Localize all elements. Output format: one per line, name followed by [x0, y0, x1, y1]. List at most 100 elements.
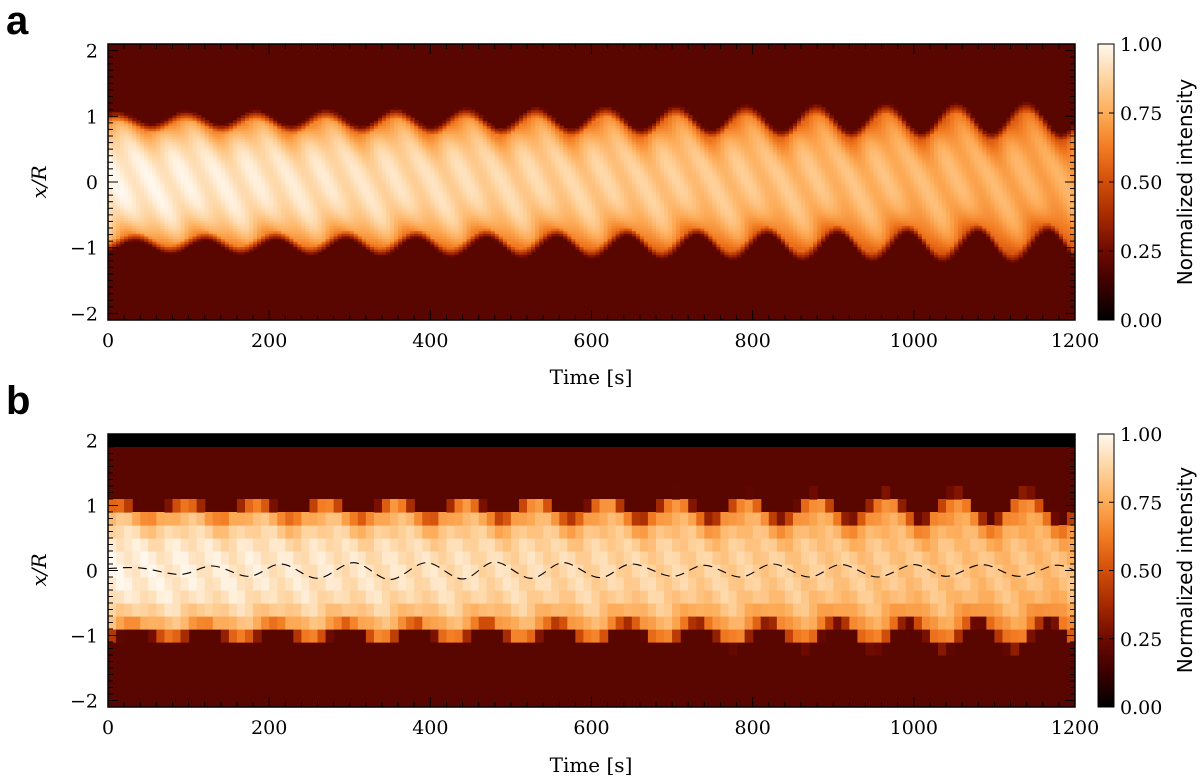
heatmap-cell: [450, 154, 456, 158]
heatmap-cell: [365, 225, 371, 229]
heatmap-cell: [373, 185, 379, 190]
heatmap-cell: [458, 230, 464, 234]
heatmap-cell: [345, 193, 351, 198]
heatmap-cell: [116, 151, 121, 155]
heatmap-cell: [152, 151, 157, 155]
heatmap-cell: [361, 185, 367, 190]
heatmap-cell: [394, 243, 399, 247]
heatmap-cell: [224, 204, 230, 208]
heatmap-cell: [265, 114, 270, 119]
heatmap-cell: [172, 167, 178, 171]
heatmap-cell: [345, 149, 351, 153]
heatmap-cell: [164, 191, 170, 195]
heatmap-cell: [313, 162, 319, 166]
heatmap-cell: [394, 170, 399, 174]
heatmap-cell: [470, 120, 476, 124]
heatmap-cell: [438, 183, 444, 187]
heatmap-cell: [349, 209, 355, 213]
heatmap-cell: [265, 233, 270, 237]
heatmap-cell: [414, 212, 419, 216]
heatmap-cell: [466, 162, 472, 166]
heatmap-cell: [502, 125, 508, 129]
heatmap-cell: [325, 241, 331, 245]
heatmap-cell: [450, 241, 456, 245]
heatmap-cell: [180, 117, 186, 121]
heatmap-cell: [144, 199, 149, 203]
heatmap-cell: [321, 146, 327, 150]
heatmap-cell: [446, 220, 452, 224]
heatmap-cell: [317, 230, 323, 234]
heatmap-cell: [321, 191, 327, 195]
heatmap-cell: [381, 254, 387, 258]
heatmap-cell: [289, 183, 294, 187]
heatmap-cell: [426, 183, 431, 187]
heatmap-cell: [176, 193, 182, 198]
heatmap-cell: [446, 180, 452, 184]
heatmap-cell: [446, 170, 452, 174]
heatmap-cell: [240, 249, 246, 253]
heatmap-cell: [220, 183, 226, 187]
heatmap-cell: [349, 225, 355, 229]
heatmap-cell: [305, 246, 311, 250]
heatmap-cell: [200, 228, 206, 232]
heatmap-cell: [494, 214, 500, 219]
heatmap-cell: [277, 172, 282, 177]
heatmap-cell: [458, 188, 464, 192]
heatmap-cell: [373, 141, 379, 145]
heatmap-cell: [180, 143, 186, 148]
heatmap-cell: [244, 164, 250, 169]
heatmap-cell: [160, 167, 166, 171]
heatmap-cell: [244, 191, 250, 195]
heatmap-cell: [124, 162, 129, 166]
heatmap-cell: [212, 122, 218, 127]
heatmap-cell: [498, 212, 504, 216]
heatmap-cell: [289, 125, 294, 129]
heatmap-cell: [430, 191, 435, 195]
heatmap-cell: [345, 191, 351, 195]
heatmap-cell: [450, 204, 456, 208]
heatmap-cell: [228, 191, 234, 195]
heatmap-cell: [249, 217, 254, 221]
heatmap-cell: [466, 170, 472, 174]
heatmap-cell: [208, 235, 214, 240]
heatmap-cell: [116, 149, 121, 153]
heatmap-cell: [466, 204, 472, 208]
heatmap-cell: [414, 209, 419, 213]
heatmap-cell: [406, 112, 411, 116]
heatmap-cell: [180, 146, 186, 150]
heatmap-cell: [204, 128, 210, 132]
heatmap-cell: [450, 162, 456, 166]
heatmap-cell: [160, 133, 166, 137]
heatmap-cell: [108, 214, 113, 219]
heatmap-cell: [458, 151, 464, 155]
heatmap-cell: [301, 172, 307, 177]
heatmap-cell: [446, 159, 452, 163]
heatmap-cell: [200, 133, 206, 137]
heatmap-cell: [317, 249, 323, 253]
heatmap-cell: [361, 183, 367, 187]
heatmap-cell: [148, 206, 153, 211]
heatmap-cell: [458, 209, 464, 213]
heatmap-cell: [156, 130, 161, 134]
heatmap-cell: [297, 122, 302, 127]
heatmap-cell: [164, 225, 170, 229]
heatmap-cell: [333, 204, 339, 208]
heatmap-cell: [450, 146, 456, 150]
heatmap-cell: [494, 151, 500, 155]
heatmap-cell: [454, 199, 460, 203]
heatmap-cell: [116, 201, 121, 205]
heatmap-cell: [446, 178, 452, 182]
heatmap-cell: [200, 178, 206, 182]
heatmap-cell: [212, 178, 218, 182]
heatmap-cell: [510, 178, 516, 182]
heatmap-cell: [220, 138, 226, 142]
heatmap-cell: [301, 193, 307, 198]
heatmap-cell: [357, 201, 363, 205]
heatmap-cell: [426, 133, 431, 137]
heatmap-cell: [446, 209, 452, 213]
heatmap-cell: [377, 254, 383, 258]
heatmap-cell: [398, 243, 403, 247]
heatmap-cell: [321, 199, 327, 203]
heatmap-cell: [192, 175, 198, 179]
heatmap-cell: [285, 204, 290, 208]
